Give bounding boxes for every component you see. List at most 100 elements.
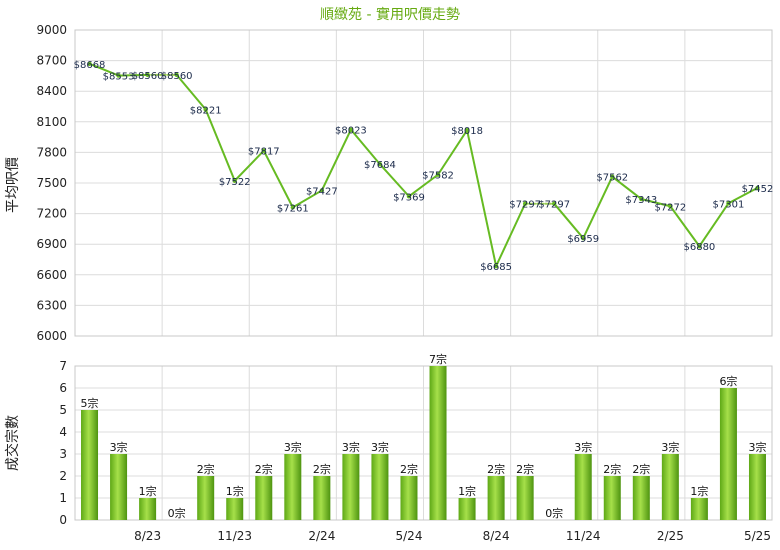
price-line-segment: [407, 173, 440, 198]
price-point: [435, 172, 441, 177]
volume-bars: [81, 366, 766, 520]
volume-bar: [719, 388, 737, 520]
price-point: [290, 205, 296, 210]
volume-y-tick-label: 1: [59, 491, 67, 505]
price-line-segment: [495, 202, 527, 268]
price-point: [551, 201, 557, 206]
price-data-label: $7522: [219, 177, 251, 188]
volume-data-label: 7宗: [429, 352, 447, 366]
volume-bar: [139, 498, 157, 520]
price-data-label: $8023: [335, 126, 367, 137]
price-y-tick-label: 8100: [36, 115, 67, 129]
price-y-tick-label: 7800: [36, 145, 67, 159]
price-point: [493, 263, 499, 269]
price-data-label: $7297: [538, 200, 570, 211]
volume-data-label: 3宗: [371, 440, 389, 454]
price-point: [668, 204, 673, 209]
volume-data-label: 2宗: [313, 462, 331, 476]
price-data-label: $7301: [713, 199, 745, 210]
price-line-segment: [378, 163, 410, 198]
price-line-segment: [466, 129, 498, 268]
price-line-segment: [437, 129, 469, 176]
volume-data-label: 2宗: [197, 462, 215, 476]
volume-bar: [487, 476, 505, 520]
volume-data-label: 2宗: [255, 462, 273, 476]
volume-bar: [81, 410, 99, 520]
price-point: [581, 235, 586, 241]
volume-data-label: 1宗: [690, 484, 708, 498]
price-y-tick-label: 6000: [36, 329, 67, 343]
volume-bar: [313, 476, 331, 520]
volume-bar: [574, 454, 592, 520]
price-line-segment: [582, 175, 614, 240]
price-data-label: $7562: [596, 173, 628, 184]
volume-y-tick-label: 3: [59, 447, 67, 461]
price-data-label: $8553: [103, 72, 135, 83]
x-axis: 8/23 11/23 2/24 5/24 8/24 11/24 2/25 5/25: [134, 529, 771, 543]
volume-bar: [284, 454, 302, 520]
chart-title: 順緻苑 - 實用呎價走勢: [320, 6, 460, 23]
volume-data-label: 3宗: [110, 440, 128, 454]
price-data-label: $8018: [451, 126, 483, 137]
volume-y-tick-label: 5: [59, 403, 67, 417]
volume-data-label: 3宗: [284, 440, 302, 454]
price-point: [377, 162, 383, 167]
price-line-segment: [669, 205, 701, 248]
price-point: [522, 201, 528, 206]
price-line-segment: [233, 149, 265, 182]
price-data-labels: $8668$8553$8560$8560$8221$7522$7817$7261…: [74, 60, 774, 273]
volume-plot-frame: [74, 365, 773, 521]
price-point: [726, 201, 731, 206]
price-point: [639, 196, 644, 202]
price-y-tick-label: 8400: [36, 84, 67, 98]
x-tick-label: 5/25: [744, 529, 771, 543]
price-data-label: $8221: [190, 105, 222, 116]
price-data-label: $7684: [364, 160, 396, 171]
price-y-tick-label: 7200: [36, 207, 67, 221]
price-point: [319, 188, 325, 193]
price-y-axis: 6000 6300 6600 6900 7200 7500 7800 8100 8400 8700…: [36, 23, 67, 343]
volume-y-tick-label: 0: [59, 513, 67, 527]
price-point: [116, 73, 121, 78]
price-point: [464, 127, 470, 133]
volume-bar: [429, 366, 447, 520]
price-line-segment: [553, 202, 585, 240]
x-tick-label: 2/24: [308, 529, 335, 543]
volume-bar: [400, 476, 418, 520]
price-line-segment: [349, 128, 381, 166]
x-tick-label: 5/24: [396, 529, 423, 543]
price-point: [203, 107, 208, 112]
volume-bar: [516, 476, 534, 520]
price-y-axis-label: 平均呎價: [4, 157, 21, 213]
volume-bar: [255, 476, 273, 520]
price-point: [174, 72, 179, 78]
price-data-label: $8560: [132, 71, 164, 82]
volume-bar: [110, 454, 128, 520]
volume-bar: [197, 476, 215, 520]
price-point: [348, 127, 354, 132]
price-line-segment: [320, 128, 352, 192]
price-line-segment: [175, 73, 207, 111]
price-line-segment: [727, 186, 759, 205]
price-data-label: $6880: [683, 242, 715, 253]
price-y-tick-label: 6600: [36, 268, 67, 282]
x-tick-label: 8/24: [483, 529, 510, 543]
price-line-segment: [88, 62, 120, 77]
volume-y-tick-label: 6: [59, 381, 67, 395]
price-y-tick-label: 6900: [36, 237, 67, 251]
volume-y-tick-label: 2: [59, 469, 67, 483]
price-data-label: $7369: [393, 192, 425, 203]
price-data-label: $7582: [422, 171, 454, 182]
price-data-label: $8668: [74, 60, 106, 71]
volume-data-label: 1宗: [139, 484, 157, 498]
price-data-label: $6959: [567, 234, 599, 245]
price-point: [261, 148, 266, 153]
volume-y-tick-label: 7: [59, 359, 67, 373]
volume-bar: [342, 454, 360, 520]
volume-bar: [632, 476, 650, 520]
volume-bar: [661, 454, 679, 520]
price-y-tick-label: 7500: [36, 176, 67, 190]
price-point: [406, 194, 412, 199]
volume-bar: [690, 498, 708, 520]
